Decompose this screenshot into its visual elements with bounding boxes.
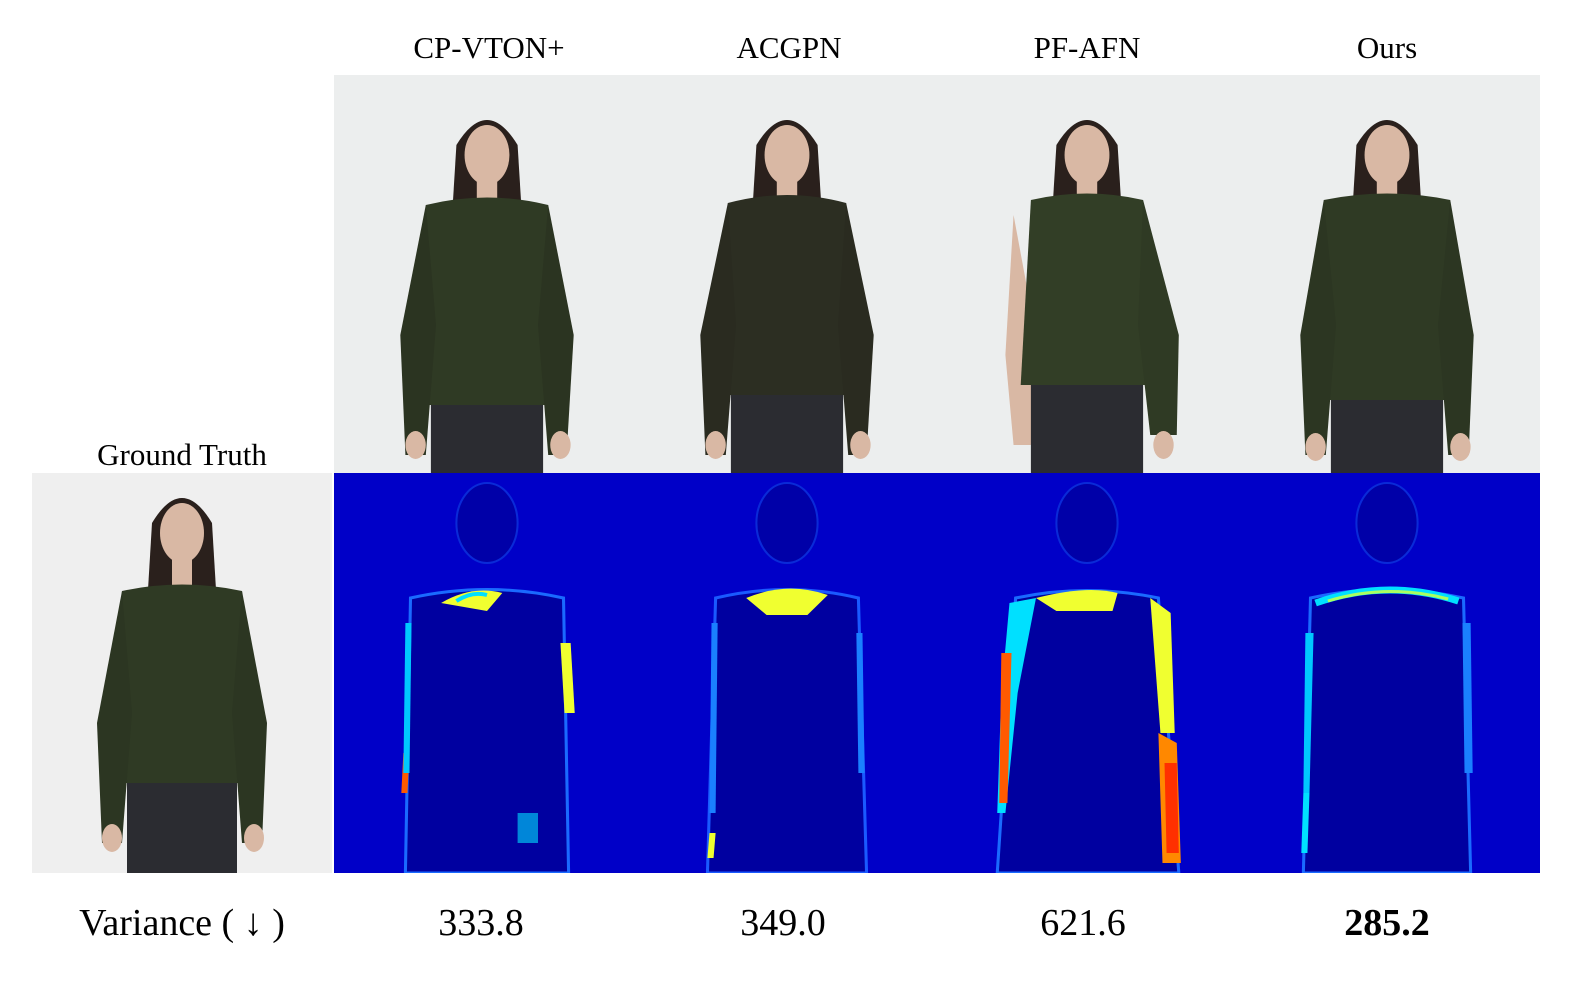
variance-value-ours: 285.2	[1344, 902, 1430, 944]
heatmap-pfafn	[934, 473, 1240, 873]
heatmap-ours	[1234, 473, 1540, 873]
column-title-acgpn: ACGPN	[736, 30, 842, 65]
tryon-photo-pfafn	[934, 75, 1240, 475]
variance-value-pfafn: 621.6	[1040, 902, 1126, 944]
column-title-cpvton: CP-VTON+	[413, 30, 565, 65]
variance-value-acgpn: 349.0	[740, 902, 826, 944]
tryon-photo-cpvton	[334, 75, 640, 475]
ground-truth-title: Ground Truth	[97, 437, 267, 472]
variance-value-cpvton: 333.8	[438, 902, 524, 944]
column-title-ours: Ours	[1356, 30, 1418, 65]
heatmap-acgpn	[634, 473, 940, 873]
column-title-pfafn: PF-AFN	[1033, 30, 1141, 65]
ground-truth-photo	[32, 473, 332, 873]
tryon-photo-ours	[1234, 75, 1540, 475]
tryon-photo-acgpn	[634, 75, 940, 475]
variance-label: Variance ( ↓ )	[79, 902, 285, 944]
heatmap-cpvton	[334, 473, 640, 873]
